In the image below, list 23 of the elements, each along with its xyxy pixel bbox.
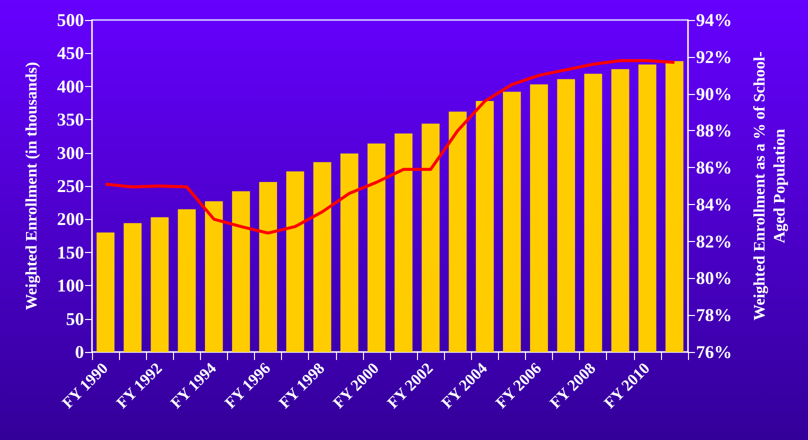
y-tick-label: 400 — [57, 76, 84, 96]
y-tick-label: 100 — [57, 276, 84, 296]
y2-tick-label: 76% — [696, 342, 732, 362]
y2-tick-label: 90% — [696, 84, 732, 104]
y2-tick-label: 86% — [696, 158, 732, 178]
y2-tick-label: 88% — [696, 120, 732, 141]
y-tick-label: 200 — [57, 209, 84, 230]
y-axis-title: Weighted Enrollment (in thousands) — [24, 62, 40, 310]
y-tick-label: 450 — [57, 43, 84, 64]
y2-tick-label: 94% — [696, 10, 732, 30]
y2-tick-label: 92% — [696, 46, 732, 67]
y-tick-label: 300 — [57, 142, 84, 163]
y2-axis-title: Weighted Enrollment as a % of School- Aged Population — [752, 51, 788, 321]
y-tick-label: 500 — [57, 10, 84, 30]
y-tick-label: 0 — [75, 342, 84, 362]
y2-tick-label: 78% — [696, 305, 732, 326]
y-tick-label: 150 — [57, 242, 84, 262]
y-tick-label: 50 — [66, 308, 84, 329]
y-tick-label: 350 — [57, 110, 84, 130]
y2-tick-label: 82% — [696, 231, 732, 252]
y2-tick-label: 84% — [696, 194, 732, 214]
y-tick-label: 250 — [57, 176, 84, 196]
y2-tick-label: 80% — [696, 268, 732, 288]
